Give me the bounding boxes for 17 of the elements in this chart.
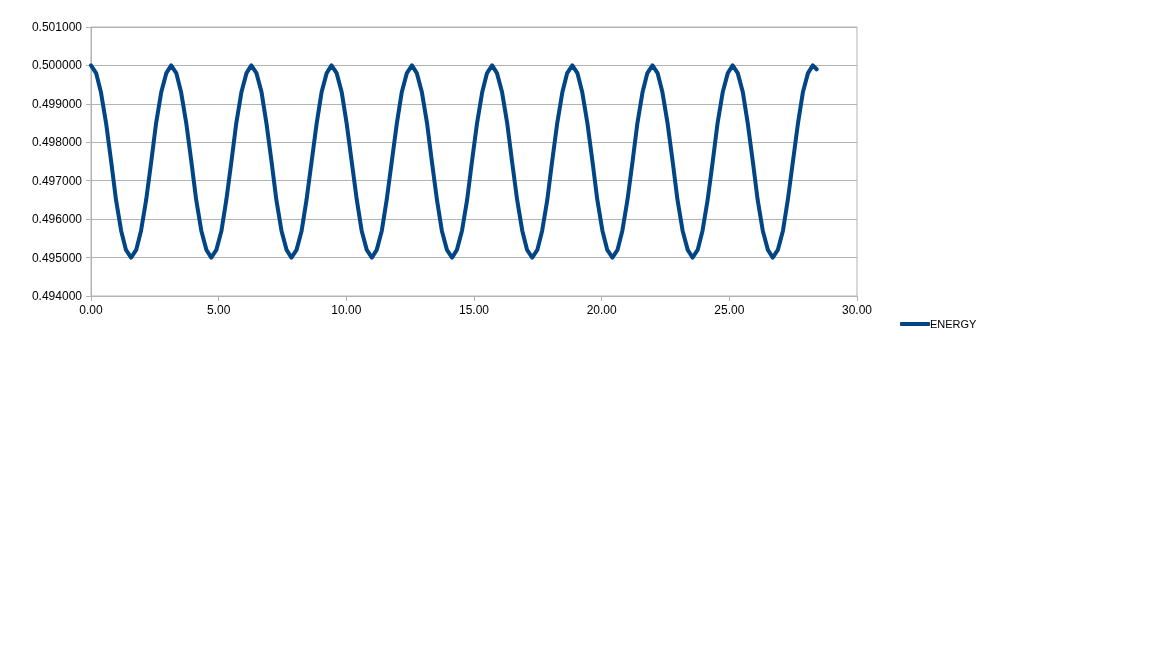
x-tick-label: 5.00 xyxy=(206,303,231,317)
y-tick-label: 0.494000 xyxy=(31,289,83,303)
y-tick-label: 0.500000 xyxy=(31,58,83,73)
x-tick-label: 10.00 xyxy=(331,303,362,317)
y-tick-label: 0.499000 xyxy=(31,96,83,111)
y-tick-label: 0.498000 xyxy=(31,135,83,150)
x-tick-label: 15.00 xyxy=(458,303,490,317)
x-tick-label: 25.00 xyxy=(714,303,745,317)
x-tick-label: 0.00 xyxy=(79,303,103,317)
y-tick-label: 0.501000 xyxy=(31,20,83,34)
x-tick-label: 30.00 xyxy=(841,303,873,317)
legend-label: ENERGY xyxy=(930,318,978,330)
y-tick-label: 0.495000 xyxy=(31,250,83,265)
y-tick-label: 0.497000 xyxy=(31,173,83,188)
y-tick-label: 0.496000 xyxy=(31,212,83,227)
x-tick-label: 20.00 xyxy=(586,303,618,317)
line-series xyxy=(89,63,819,260)
